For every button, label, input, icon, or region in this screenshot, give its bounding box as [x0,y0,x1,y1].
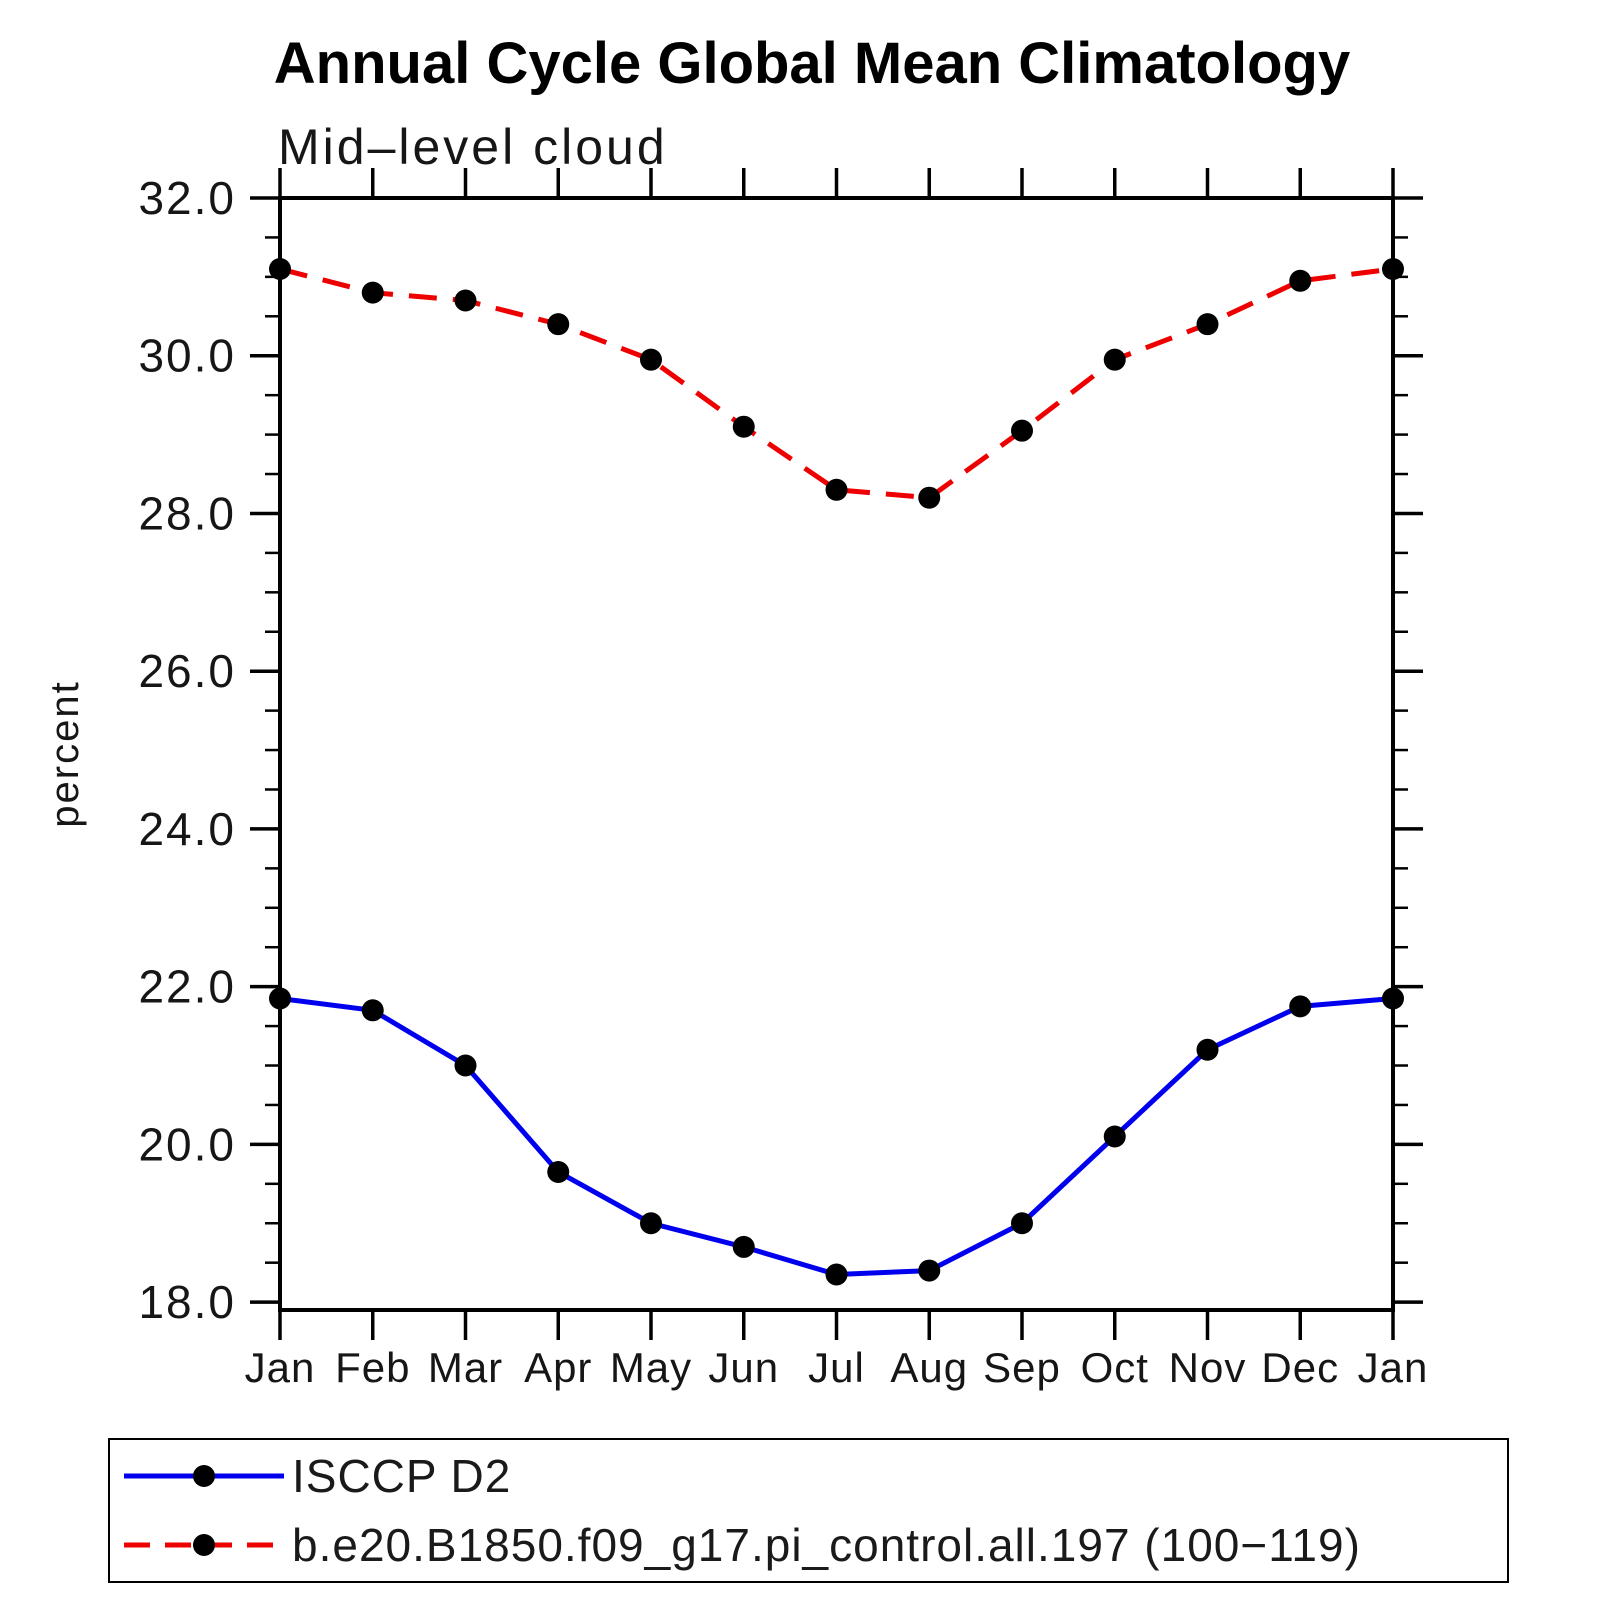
data-point-marker [454,1054,477,1077]
y-tick-label: 32.0 [138,172,236,224]
x-tick-label: Sep [983,1344,1061,1391]
data-point-marker [1011,419,1033,442]
x-tick-label: Mar [428,1344,503,1391]
x-tick-label: Jun [708,1344,779,1391]
x-tick-label: Apr [524,1344,592,1391]
x-tick-label: Dec [1261,1344,1339,1391]
data-point-marker [732,1235,755,1258]
legend: ISCCP D2 b.e20.B1850.f09_g17.pi_control.… [108,1438,1509,1583]
y-tick-label: 26.0 [138,645,236,697]
data-point-marker [1196,1038,1219,1061]
legend-item-model: b.e20.B1850.f09_g17.pi_control.all.197 (… [110,1512,1507,1578]
data-point-marker [1103,1125,1126,1148]
data-point-marker [918,1259,941,1282]
data-point-marker [269,987,291,1010]
data-point-marker [732,415,755,438]
data-point-marker [1103,348,1126,371]
y-axis-title: percent [43,680,87,827]
y-tick-label: 30.0 [138,330,236,382]
series-isccp [269,987,1404,1286]
chart-title: Annual Cycle Global Mean Climatology [273,31,1351,96]
data-point-marker [1289,995,1312,1018]
series-model [269,257,1404,509]
y-tick-label: 28.0 [138,487,236,539]
data-point-marker [1196,313,1219,336]
data-point-marker [361,281,384,304]
data-point-marker [361,999,384,1022]
data-point-marker [454,289,477,312]
x-tick-label: Feb [335,1344,410,1391]
legend-label-isccp: ISCCP D2 [292,1450,512,1502]
legend-sample-dashed-line-icon [124,1534,284,1556]
data-point-marker [918,486,941,509]
y-tick-label: 24.0 [138,803,236,855]
axis-ticks [250,168,1423,1340]
data-point-marker [825,1263,848,1286]
x-tick-label: Jul [808,1344,865,1391]
data-point-marker [1011,1212,1033,1235]
data-point-marker [547,1160,570,1183]
data-point-marker [547,313,570,336]
data-point-marker [269,257,291,280]
y-tick-label: 20.0 [138,1118,236,1170]
data-point-marker [825,478,848,501]
x-tick-label: Jan [245,1344,316,1391]
data-point-marker [1382,257,1404,280]
x-tick-labels: Jan Feb Mar Apr May Jun Jul Aug Sep Oct Nov Dec Jan [245,1344,1429,1391]
y-tick-labels: 18.0 20.0 22.0 24.0 26.0 28.0 30.0 32.0 [138,172,236,1328]
data-point-marker [1382,987,1404,1010]
legend-sample-solid-line-icon [124,1465,284,1487]
chart-subtitle: Mid–level cloud [278,119,668,175]
x-tick-label: Aug [890,1344,968,1391]
legend-item-isccp: ISCCP D2 [110,1443,1507,1509]
y-tick-label: 22.0 [138,961,236,1013]
x-tick-label: May [610,1344,692,1391]
data-point-marker [640,1212,662,1235]
x-tick-label: Oct [1081,1344,1149,1391]
x-tick-label: Jan [1358,1344,1429,1391]
x-tick-label: Nov [1169,1344,1247,1391]
y-tick-label: 18.0 [138,1276,236,1328]
data-point-marker [1289,269,1312,292]
data-point-marker [640,348,662,371]
plot-frame [278,196,1395,1312]
legend-label-model: b.e20.B1850.f09_g17.pi_control.all.197 (… [292,1519,1361,1571]
